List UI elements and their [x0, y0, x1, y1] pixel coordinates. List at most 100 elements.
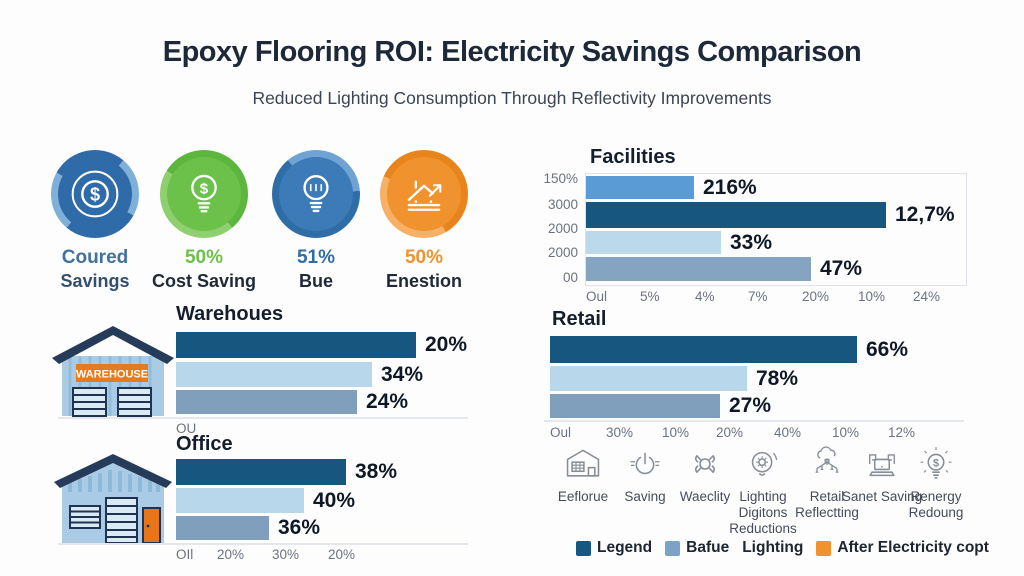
page-subtitle: Reduced Lighting Consumption Through Ref… [252, 88, 772, 108]
feature-label: Retail Reflectting [795, 489, 859, 520]
chart-title-retail: Retail [552, 308, 607, 330]
bar-value-label: 27% [729, 394, 772, 417]
legend-label: After Electricity copt [837, 539, 989, 556]
bar-row: 33% [586, 231, 772, 254]
legend-item: After Electricity copt [816, 539, 989, 557]
bar-row: 20% [176, 332, 467, 358]
bulb-dollar-rays-icon: $ [919, 447, 953, 479]
legend-item: Bafue [665, 539, 729, 557]
power-button-icon [630, 452, 660, 475]
x-tick: 20% [217, 547, 245, 562]
y-tick: 2000 [547, 221, 578, 236]
feature-label: Sanet Saving [841, 489, 923, 504]
bar-row: 34% [176, 362, 423, 387]
bulb-dollar-icon: $ [191, 174, 217, 213]
x-tick: 20% [802, 289, 830, 304]
dollar-coin-icon: $ [71, 170, 119, 218]
bulb-gear-icon [751, 451, 778, 476]
bar [586, 257, 811, 281]
feature-label: Saving [624, 489, 666, 504]
legend-label: Legend [597, 539, 653, 556]
valve-icon [694, 455, 716, 473]
x-tick: 20% [716, 425, 744, 440]
stat-circle-fill: $ [58, 157, 132, 231]
bar-value-label: 38% [355, 460, 398, 483]
x-tick: 30% [606, 425, 634, 440]
x-tick: 30% [272, 547, 300, 562]
bar-row: 78% [550, 366, 798, 391]
feature-label: Renergy Redoung [908, 489, 964, 520]
lightbulb-icon [303, 174, 329, 213]
bar [550, 336, 857, 363]
bar [550, 366, 747, 391]
x-tick: 10% [858, 289, 886, 304]
chart-title-warehouses: Warehoues [176, 303, 284, 325]
legend-item: Lighting [742, 539, 803, 557]
feature-item: Sanet Saving [840, 444, 924, 505]
y-tick: 3000 [547, 197, 578, 212]
warehouse-outline-icon [566, 449, 600, 477]
chart-legend: Legend Bafue Lighting After Electricity … [576, 539, 989, 557]
feature-item: $ Renergy Redoung [894, 444, 978, 521]
x-axis-line [58, 543, 468, 545]
bar-row: 47% [586, 257, 862, 281]
x-tick: 7% [748, 289, 768, 304]
bar-row: 66% [550, 336, 908, 363]
x-tick: 10% [662, 425, 690, 440]
x-tick: OIl [176, 547, 194, 562]
plot-area [585, 173, 967, 286]
x-tick: Oul [550, 425, 572, 440]
y-tick: 00 [562, 270, 578, 285]
bar-value-label: 40% [313, 488, 356, 512]
bar-value-label: 78% [756, 366, 799, 390]
feature-item: Saving [603, 444, 687, 505]
stat-caption: Cost Saving [151, 270, 257, 291]
bar-row: 27% [550, 394, 771, 418]
x-tick: 12% [888, 425, 916, 440]
stat-label-savings: Coured Savings [30, 246, 160, 292]
x-tick: 5% [640, 289, 660, 304]
stat-circle-fill: $ [167, 157, 241, 231]
stat-circle-enestion [380, 150, 468, 238]
bar [176, 362, 372, 387]
feature-item: Waeclity [663, 444, 747, 505]
bar-row: 36% [176, 516, 320, 540]
stat-value: 50% [184, 247, 224, 268]
stat-caption: Bue [298, 270, 333, 291]
house-savings-icon [407, 180, 442, 211]
feature-item: Lighting Digitons Reductions [721, 444, 805, 537]
stat-label-bue: 51% Bue [251, 246, 381, 292]
chart-title-office: Office [176, 433, 233, 455]
stat-label-enestion: 50% Enestion [359, 246, 489, 292]
cloud-network-icon [815, 446, 839, 473]
bar [176, 390, 357, 414]
x-axis-line [544, 420, 964, 422]
legend-swatch [665, 540, 681, 556]
stat-caption: Enestion [385, 270, 462, 291]
bar [586, 231, 721, 254]
x-axis-line [58, 417, 468, 419]
stat-value: 51% [296, 247, 336, 268]
bar [550, 394, 720, 418]
legend-item: Legend [576, 539, 652, 557]
x-tick: 40% [774, 425, 802, 440]
bar-value-label: 66% [866, 337, 909, 361]
stat-value: Coured [61, 247, 129, 268]
bar-value-label: 36% [278, 516, 321, 539]
stat-circle-savings: $ [51, 150, 139, 238]
bar [176, 332, 416, 358]
feature-item: Retail Reflectting [785, 444, 869, 521]
bar-value-label: 33% [730, 230, 773, 254]
legend-label: Lighting [742, 539, 804, 556]
bar-row: 40% [176, 488, 355, 513]
x-tick: OU [176, 421, 197, 436]
x-tick: 10% [832, 425, 860, 440]
bar-value-label: 34% [381, 362, 424, 386]
svg-text:$: $ [200, 180, 209, 197]
bar [176, 459, 346, 485]
feature-label: Waeclity [679, 489, 731, 504]
x-tick: 24% [913, 289, 941, 304]
bar-row: 12,7% [586, 202, 955, 228]
x-tick: 20% [328, 547, 356, 562]
